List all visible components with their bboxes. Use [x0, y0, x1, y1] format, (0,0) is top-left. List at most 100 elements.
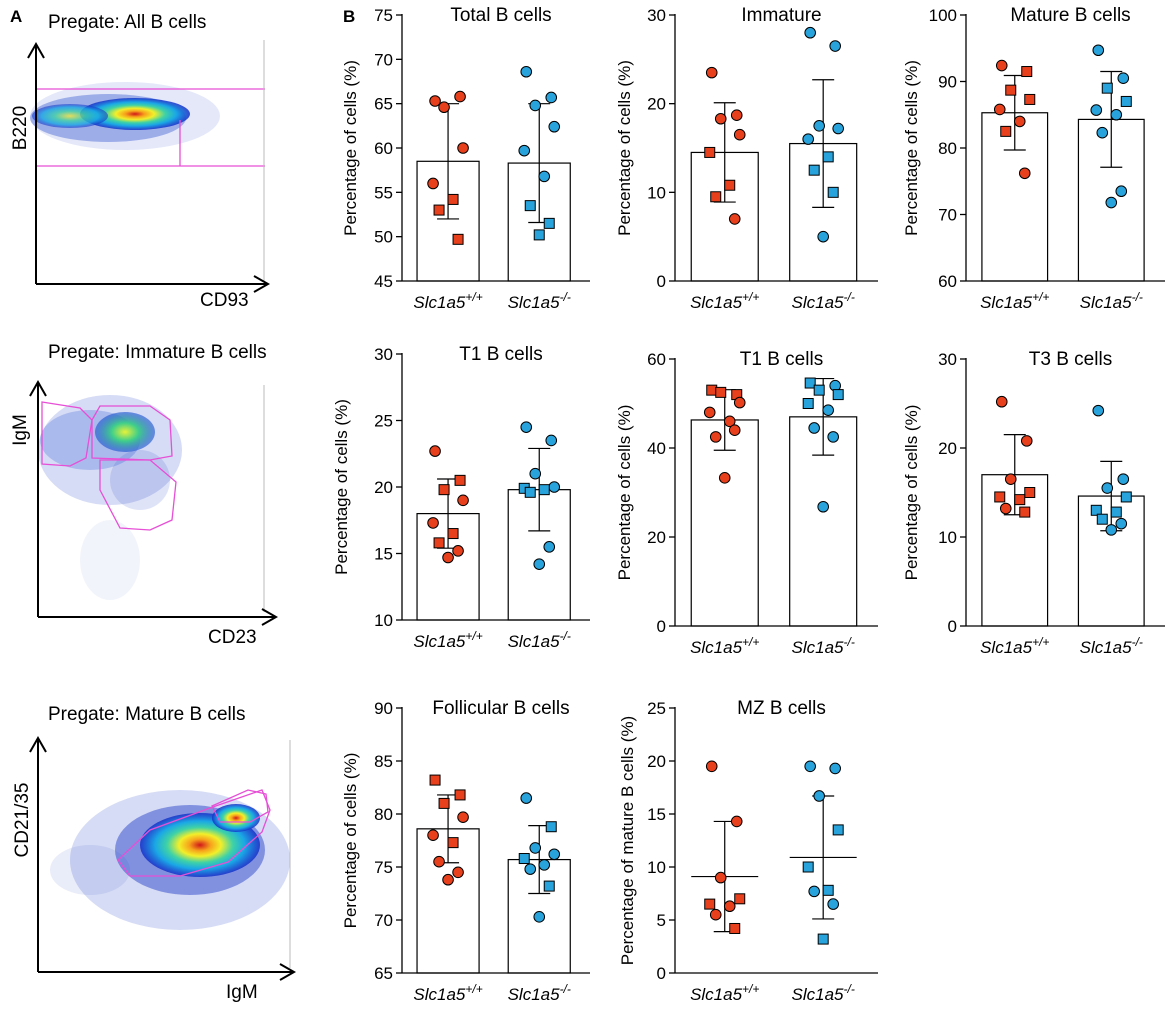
y-tick-label: 10	[647, 183, 666, 202]
chart-7: Follicular B cells Percentage of cells (%…	[341, 698, 590, 1004]
data-point-square	[1005, 84, 1017, 96]
y-tick-label: 70	[374, 50, 393, 69]
y-axis-label: Percentage of cells (%)	[615, 60, 634, 236]
data-point-circle	[520, 65, 533, 78]
y-tick-label: 0	[657, 272, 666, 291]
y-axis-label: Percentage of cells (%)	[615, 405, 634, 581]
data-point-square	[545, 821, 557, 833]
gate-t3	[99, 459, 177, 531]
data-point-circle	[733, 128, 746, 141]
data-point-circle	[433, 855, 445, 868]
data-point-circle	[730, 815, 743, 828]
y-axis-arrowhead	[27, 41, 45, 59]
data-point-circle	[995, 59, 1008, 72]
y-tick-label: 0	[657, 617, 666, 636]
chart-title: T3 B cells	[1029, 349, 1112, 370]
y-tick-label: 75	[374, 858, 393, 877]
data-point-circle	[817, 230, 829, 243]
density-cloud	[38, 395, 182, 600]
data-point-square	[710, 191, 722, 203]
data-point-square	[822, 884, 834, 896]
data-point-square	[734, 893, 746, 905]
data-point-square	[1021, 66, 1033, 78]
flow-plot-title: Pregate: Immature B cells	[48, 342, 267, 363]
data-point-square	[808, 164, 820, 176]
x-category-label: Slc1a5+/+	[413, 982, 482, 1004]
chart-5: T1 B cells Percentage of cells (%) 0 20 40 60…	[615, 349, 878, 657]
data-point-square	[524, 200, 536, 212]
y-axis-label: Percentage of cells (%)	[341, 60, 360, 236]
data-point-circle	[543, 541, 556, 553]
data-point-square	[813, 384, 825, 396]
data-point-circle	[723, 415, 736, 428]
y-tick-label: 40	[647, 439, 666, 458]
flow-y-label: B220	[10, 106, 31, 150]
y-axis-label: Percentage of cells (%)	[902, 60, 921, 236]
data-point-square	[704, 146, 716, 158]
y-tick-label: 55	[374, 183, 393, 202]
data-point-circle	[999, 502, 1012, 515]
x-axis-arrowhead	[261, 608, 279, 626]
data-point-circle	[808, 885, 820, 898]
y-tick-label: 30	[647, 6, 666, 25]
data-point-square	[447, 528, 459, 540]
data-point-circle	[545, 434, 558, 447]
data-point-square	[822, 151, 834, 163]
x-category-label: Slc1a5+/+	[980, 635, 1049, 657]
y-tick-label: 70	[938, 206, 957, 225]
data-point-circle	[538, 859, 551, 871]
x-category-label: Slc1a5+/+	[690, 982, 759, 1004]
x-category-label: Slc1a5-/-	[508, 982, 571, 1004]
density-cloud	[50, 790, 290, 930]
y-tick-label: 25	[374, 412, 393, 431]
x-category-label: Slc1a5-/-	[792, 635, 855, 657]
data-point-square	[533, 229, 545, 241]
data-point-circle	[1110, 108, 1123, 121]
y-axis-label: Percentage of cells (%)	[902, 405, 921, 581]
data-point-circle	[829, 40, 841, 52]
data-point-circle	[709, 431, 722, 443]
chart-title: MZ B cells	[737, 698, 826, 719]
data-point-circle	[533, 558, 546, 570]
data-point-circle	[813, 790, 825, 802]
chart-title: T1 B cells	[740, 349, 823, 370]
y-tick-label: 30	[374, 345, 393, 364]
y-tick-label: 15	[374, 545, 393, 564]
data-point-circle	[728, 424, 741, 437]
flow-y-label: CD21/35	[12, 783, 33, 858]
data-point-circle	[454, 90, 466, 103]
y-tick-label: 65	[374, 964, 393, 983]
chart-2: Immature Percentage of cells (%) 0 10 20 30 Sl…	[615, 5, 878, 312]
data-point-circle	[520, 421, 533, 433]
data-point-circle	[832, 122, 844, 135]
data-point-square	[543, 217, 555, 229]
data-point-circle	[728, 213, 741, 225]
data-point-circle	[804, 760, 816, 773]
data-point-circle	[822, 404, 834, 416]
data-point-square	[817, 933, 829, 945]
y-tick-label: 25	[647, 699, 666, 718]
flow-x-label: IgM	[226, 982, 258, 1003]
x-category-label: Slc1a5-/-	[792, 290, 855, 312]
data-point-square	[804, 377, 816, 389]
data-point-square	[1024, 93, 1036, 105]
data-point-circle	[429, 445, 441, 457]
gate-t2	[91, 405, 173, 461]
chart-3: Mature B cells Percentage of cells (%) 60 7…	[902, 5, 1165, 312]
panel-b-label: B	[343, 7, 355, 26]
data-point-square	[1019, 506, 1031, 518]
data-point-circle	[1020, 435, 1033, 447]
y-tick-label: 90	[938, 73, 957, 92]
x-category-label: Slc1a5+/+	[413, 629, 482, 651]
data-point-circle	[427, 177, 439, 190]
data-point-square	[994, 491, 1006, 503]
data-point-square	[543, 880, 555, 892]
data-point-circle	[827, 898, 839, 910]
y-tick-label: 20	[647, 752, 666, 771]
data-point-square	[1096, 513, 1108, 525]
data-point-circle	[545, 91, 558, 104]
data-point-square	[1000, 125, 1012, 137]
data-point-circle	[1018, 167, 1031, 180]
data-point-circle	[520, 792, 533, 804]
